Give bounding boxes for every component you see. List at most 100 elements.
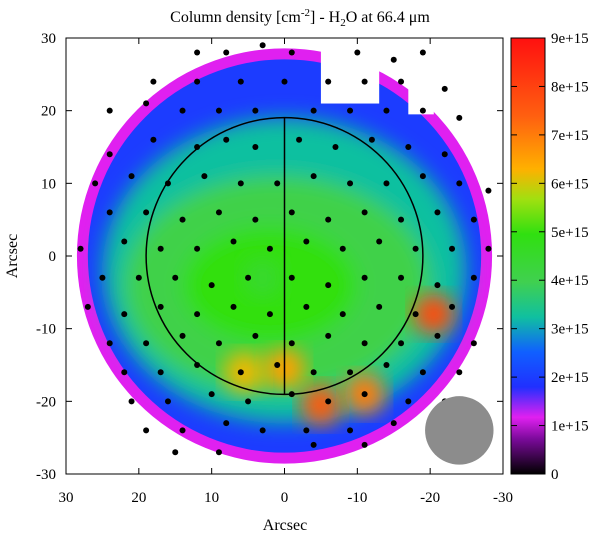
x-tick-label: 30: [59, 490, 74, 506]
spaxel-point: [383, 107, 390, 114]
spaxel-point: [208, 282, 215, 289]
spaxel-point: [383, 180, 390, 187]
spaxel-point: [347, 107, 354, 114]
spaxel-point: [325, 216, 332, 223]
y-tick-label: 0: [49, 249, 57, 265]
spaxel-point: [245, 274, 252, 281]
spaxel-point: [84, 303, 91, 310]
spaxel-point: [143, 100, 150, 107]
spaxel-point: [215, 209, 222, 216]
spaxel-point: [179, 216, 186, 223]
spaxel-point: [419, 49, 426, 56]
spaxel-point: [325, 282, 332, 289]
spaxel-point: [449, 303, 456, 310]
spaxel-point: [419, 107, 426, 114]
spaxel-point: [179, 427, 186, 434]
spaxel-point: [288, 49, 295, 56]
spaxel-point: [376, 238, 383, 245]
spaxel-point: [230, 238, 237, 245]
spaxel-point: [121, 238, 128, 245]
spaxel-point: [303, 303, 310, 310]
colorbar: [510, 37, 546, 475]
spaxel-point: [274, 362, 281, 368]
y-tick-label: -30: [36, 467, 56, 483]
spaxel-point: [252, 144, 259, 150]
spaxel-point: [310, 107, 317, 114]
spaxel-point: [237, 369, 244, 376]
spaxel-point: [179, 107, 186, 114]
spaxel-point: [456, 180, 463, 187]
spaxel-point: [470, 216, 477, 223]
spaxel-point: [135, 274, 142, 281]
spaxel-point: [361, 391, 368, 398]
spaxel-point: [390, 56, 397, 63]
spaxel-point: [325, 78, 332, 85]
spaxel-point: [252, 107, 259, 114]
spaxel-point: [106, 151, 113, 158]
spaxel-point: [470, 274, 477, 281]
spaxel-point: [398, 78, 405, 85]
spaxel-point: [164, 180, 171, 187]
spaxel-point: [157, 303, 164, 310]
spaxel-point: [150, 78, 157, 85]
x-tick-label: 0: [281, 490, 289, 506]
spaxel-point: [128, 173, 135, 180]
spaxel-point: [456, 369, 463, 376]
spaxel-point: [361, 441, 368, 448]
spaxel-point: [252, 332, 259, 339]
spaxel-point: [434, 209, 441, 216]
spaxel-point: [223, 420, 230, 427]
colorbar-tick-label: 1e+15: [551, 419, 589, 435]
spaxel-point: [303, 427, 310, 434]
chart-title: Column density [cm-2] - H2O at 66.4 μm: [170, 7, 430, 29]
spaxel-point: [223, 136, 230, 143]
spaxel-point: [230, 303, 237, 310]
spaxel-point: [194, 144, 201, 150]
spaxel-point: [106, 107, 113, 114]
spaxel-point: [252, 216, 259, 223]
spaxel-point: [194, 245, 201, 252]
y-tick-label: 30: [41, 31, 56, 47]
spaxel-point: [288, 391, 295, 398]
spaxel-point: [288, 274, 295, 281]
spaxel-point: [310, 369, 317, 376]
spaxel-point: [368, 136, 375, 143]
spaxel-point: [106, 209, 113, 216]
spaxel-point: [77, 245, 84, 252]
spaxel-point: [157, 245, 164, 252]
spaxel-point: [398, 216, 405, 223]
y-axis-label: Arcsec: [4, 234, 21, 278]
spaxel-point: [303, 238, 310, 245]
spaxel-point: [470, 340, 477, 347]
spaxel-point: [215, 449, 222, 456]
spaxel-point: [172, 274, 179, 281]
spaxel-point: [281, 78, 288, 85]
hotspot-6: [242, 257, 284, 299]
hotspot-1: [300, 384, 342, 426]
hotspot-3: [413, 293, 455, 335]
spaxel-point: [143, 340, 150, 347]
spaxel-point: [259, 42, 266, 49]
x-axis-label: Arcsec: [263, 517, 307, 534]
spaxel-point: [172, 449, 179, 456]
spaxel-point: [194, 49, 201, 56]
spaxel-point: [441, 85, 448, 92]
spaxel-point: [339, 245, 346, 252]
spaxel-point: [456, 114, 463, 121]
spaxel-point: [194, 362, 201, 368]
x-tick-label: 10: [204, 490, 219, 506]
colorbar-tick-label: 5e+15: [551, 225, 589, 241]
spaxel-point: [390, 420, 397, 427]
spaxel-point: [441, 151, 448, 158]
spaxel-point: [485, 245, 492, 252]
spaxel-point: [106, 340, 113, 347]
spaxel-point: [376, 303, 383, 310]
spaxel-point: [347, 369, 354, 376]
spaxel-point: [485, 187, 492, 194]
beam-size-marker: [425, 396, 494, 465]
colorbar-tick-label: 8e+15: [551, 79, 589, 95]
x-tick-label: -30: [493, 490, 513, 506]
spaxel-point: [266, 311, 273, 318]
spaxel-point: [215, 340, 222, 347]
